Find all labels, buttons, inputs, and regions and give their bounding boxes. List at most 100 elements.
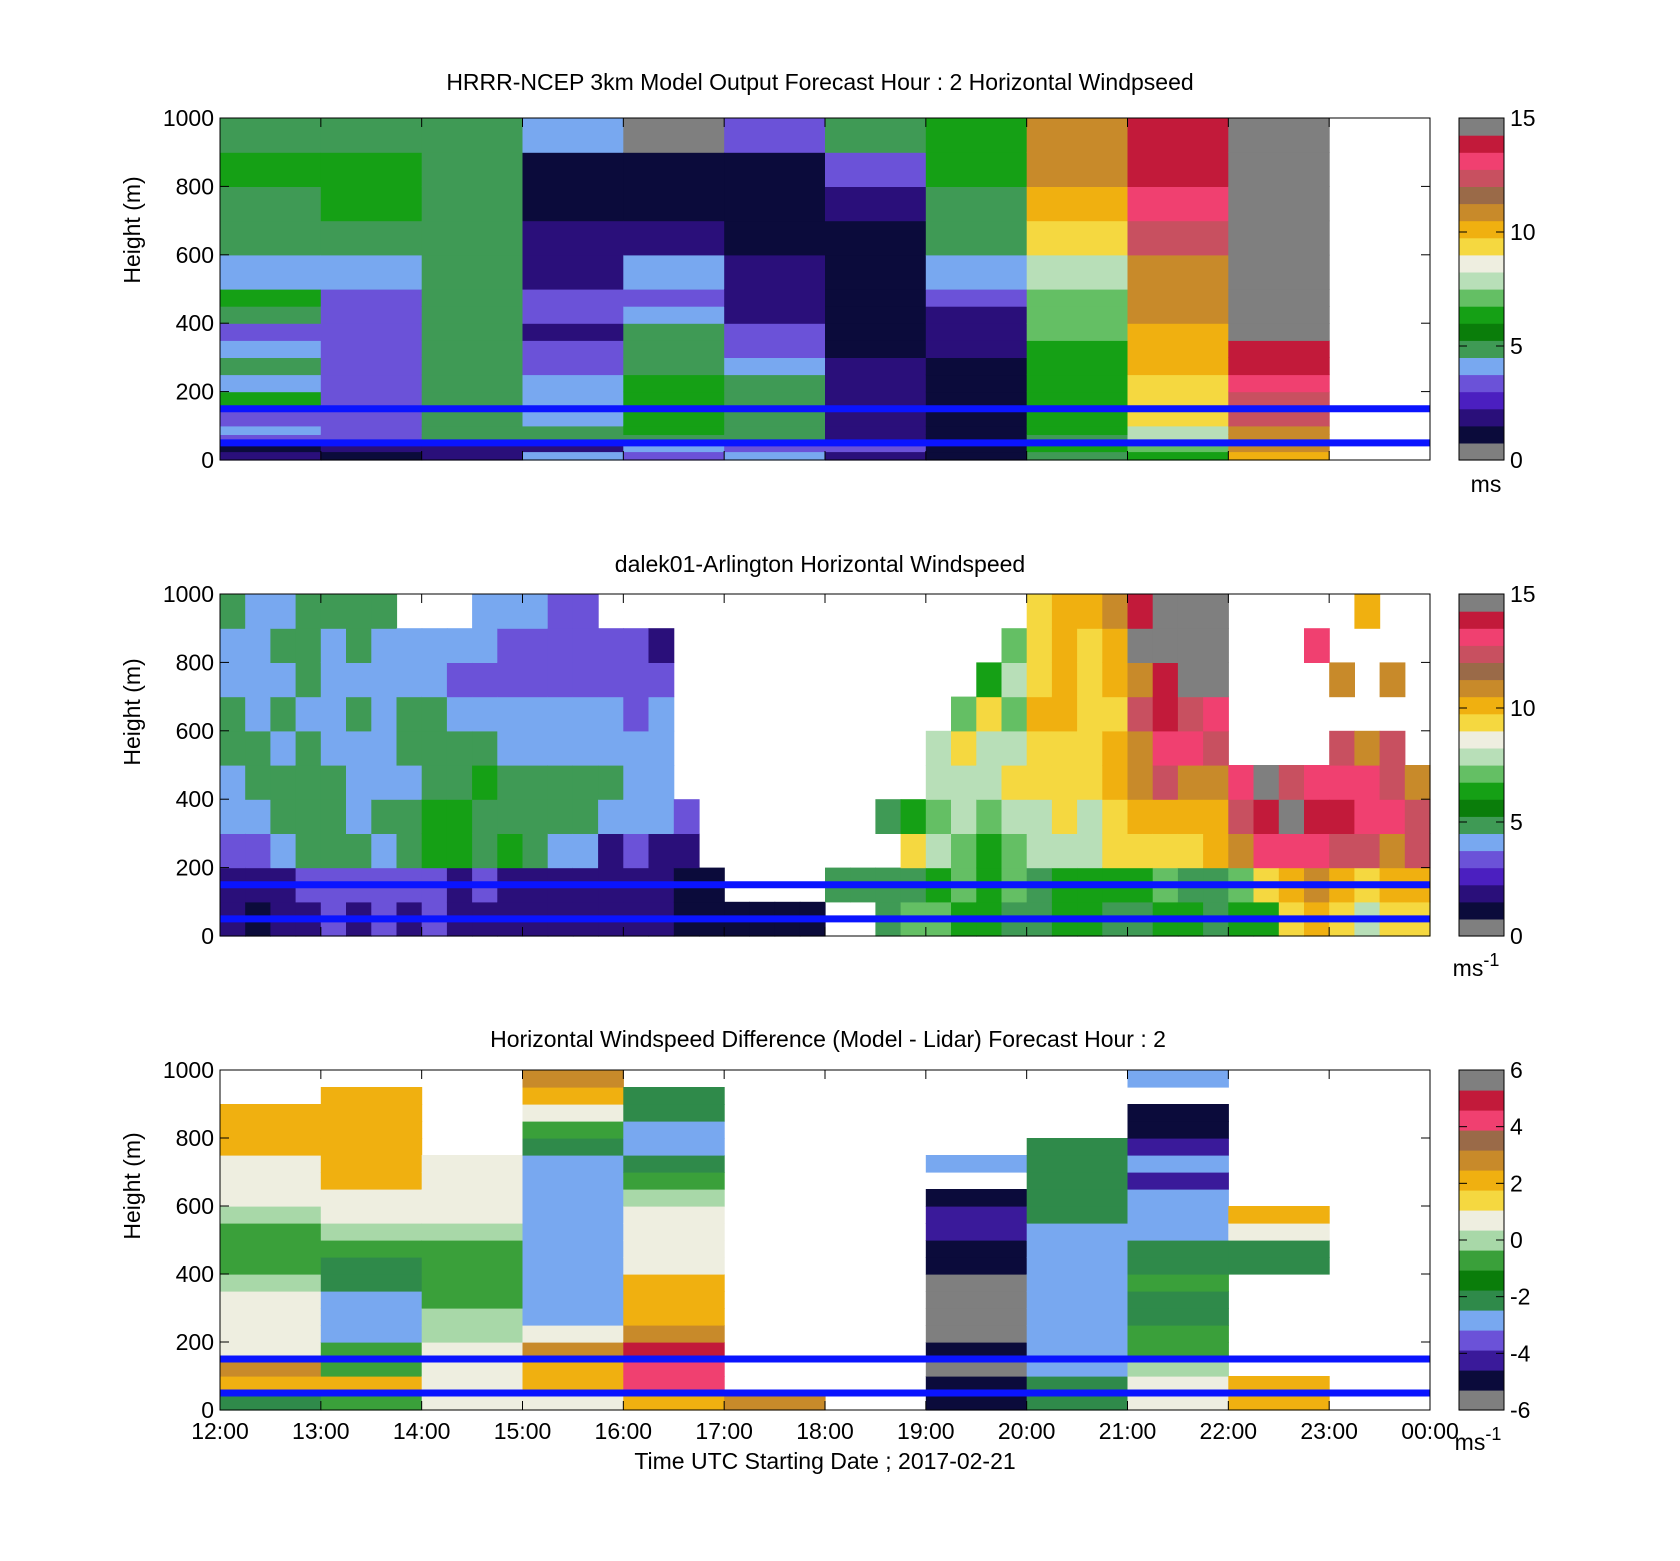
lidar-cell xyxy=(1304,833,1330,869)
model-cell xyxy=(1228,254,1330,290)
difference-cell xyxy=(925,1155,1028,1173)
model-colorbar-tick-label: 15 xyxy=(1510,105,1536,131)
difference-cell xyxy=(925,1240,1028,1258)
model-cell xyxy=(925,306,1028,324)
difference-cell xyxy=(320,1104,423,1122)
difference-colorbar-swatch xyxy=(1459,1290,1504,1311)
difference-cell xyxy=(1228,1240,1330,1258)
lidar-cell xyxy=(1177,833,1204,869)
lidar-cell xyxy=(295,730,322,766)
lidar-cell xyxy=(1051,765,1078,800)
lidar-cell xyxy=(270,696,297,732)
lidar-colorbar-swatch xyxy=(1459,867,1504,886)
difference-y-tick-label: 1000 xyxy=(163,1057,214,1083)
model-cell xyxy=(220,434,322,444)
lidar-cell xyxy=(497,696,524,732)
lidar-cell xyxy=(270,662,297,698)
lidar-cell xyxy=(472,833,498,869)
lidar-cell xyxy=(572,662,599,698)
lidar-cell xyxy=(976,730,1003,766)
lidar-cell xyxy=(1304,799,1330,834)
lidar-y-tick-label: 800 xyxy=(176,649,214,675)
difference-cell xyxy=(220,1325,322,1343)
model-colorbar-swatch xyxy=(1459,271,1504,290)
model-cell xyxy=(1228,220,1330,256)
difference-cell xyxy=(320,1087,423,1105)
difference-cell xyxy=(1127,1070,1229,1088)
lidar-cell xyxy=(1077,628,1103,663)
difference-colorbar-unit: ms-1 xyxy=(1455,1424,1502,1455)
lidar-cell xyxy=(497,594,524,629)
model-cell xyxy=(825,408,927,427)
difference-cell xyxy=(1026,1155,1129,1173)
difference-cell xyxy=(1026,1376,1129,1394)
difference-cell xyxy=(623,1291,725,1309)
model-cell xyxy=(724,289,826,307)
lidar-cell xyxy=(1077,799,1103,834)
model-colorbar-swatch xyxy=(1459,186,1504,205)
lidar-colorbar-swatch xyxy=(1459,628,1504,646)
difference-cell xyxy=(220,1206,322,1224)
lidar-cell xyxy=(295,833,322,869)
model-cell xyxy=(925,451,1028,461)
difference-cell xyxy=(1228,1376,1330,1394)
model-colorbar-swatch xyxy=(1459,152,1504,170)
model-cell xyxy=(1026,289,1129,307)
model-cell xyxy=(1127,374,1229,393)
difference-cell xyxy=(522,1070,624,1088)
lidar-cell xyxy=(346,662,372,698)
model-cell xyxy=(421,254,524,290)
lidar-cell xyxy=(1051,628,1078,663)
x-tick-label: 18:00 xyxy=(796,1418,854,1444)
lidar-cell xyxy=(1278,799,1305,834)
lidar-cell xyxy=(295,799,322,834)
model-cell xyxy=(1228,451,1330,461)
model-cell xyxy=(1228,408,1330,427)
model-cell xyxy=(925,186,1028,222)
model-windspeed-panel: HRRR-NCEP 3km Model Output Forecast Hour… xyxy=(119,69,1536,497)
lidar-cell xyxy=(446,662,473,698)
lidar-cell xyxy=(1278,833,1305,869)
model-cell xyxy=(220,340,322,358)
lidar-cell xyxy=(1127,696,1154,732)
lidar-cell xyxy=(976,765,1003,800)
lidar-cell xyxy=(396,696,423,732)
lidar-cell xyxy=(1077,730,1103,766)
lidar-colorbar-swatch xyxy=(1459,713,1504,732)
model-cell xyxy=(220,306,322,324)
model-cell xyxy=(220,323,322,341)
lidar-cell xyxy=(648,730,675,766)
model-cell xyxy=(522,289,624,307)
model-cell xyxy=(522,220,624,256)
difference-y-tick-label: 0 xyxy=(201,1397,214,1423)
model-cell xyxy=(1127,289,1229,307)
lidar-cell xyxy=(1304,765,1330,800)
difference-cell xyxy=(220,1376,322,1394)
difference-cell xyxy=(320,1393,423,1411)
lidar-cell xyxy=(623,765,650,800)
model-cell xyxy=(623,408,725,427)
lidar-cell xyxy=(1177,662,1204,698)
lidar-cell xyxy=(1177,730,1204,766)
difference-cell xyxy=(1026,1172,1129,1190)
difference-cell xyxy=(421,1206,524,1224)
lidar-cell xyxy=(472,696,498,732)
model-cell xyxy=(220,186,322,222)
x-tick-label: 23:00 xyxy=(1300,1418,1358,1444)
model-colorbar-swatch xyxy=(1459,391,1504,410)
model-cell xyxy=(522,340,624,358)
model-cell xyxy=(522,118,624,153)
model-cell xyxy=(1127,340,1229,358)
lidar-cell xyxy=(623,730,650,766)
difference-colorbar-swatch xyxy=(1459,1390,1504,1411)
lidar-cell xyxy=(1051,662,1078,698)
lidar-cell xyxy=(673,799,700,834)
model-cell xyxy=(320,152,423,187)
model-cell xyxy=(925,118,1028,153)
model-cell xyxy=(925,434,1028,444)
model-colorbar-swatch xyxy=(1459,374,1504,393)
model-cell xyxy=(724,186,826,222)
lidar-cell xyxy=(1152,799,1179,834)
lidar-cell xyxy=(396,730,423,766)
